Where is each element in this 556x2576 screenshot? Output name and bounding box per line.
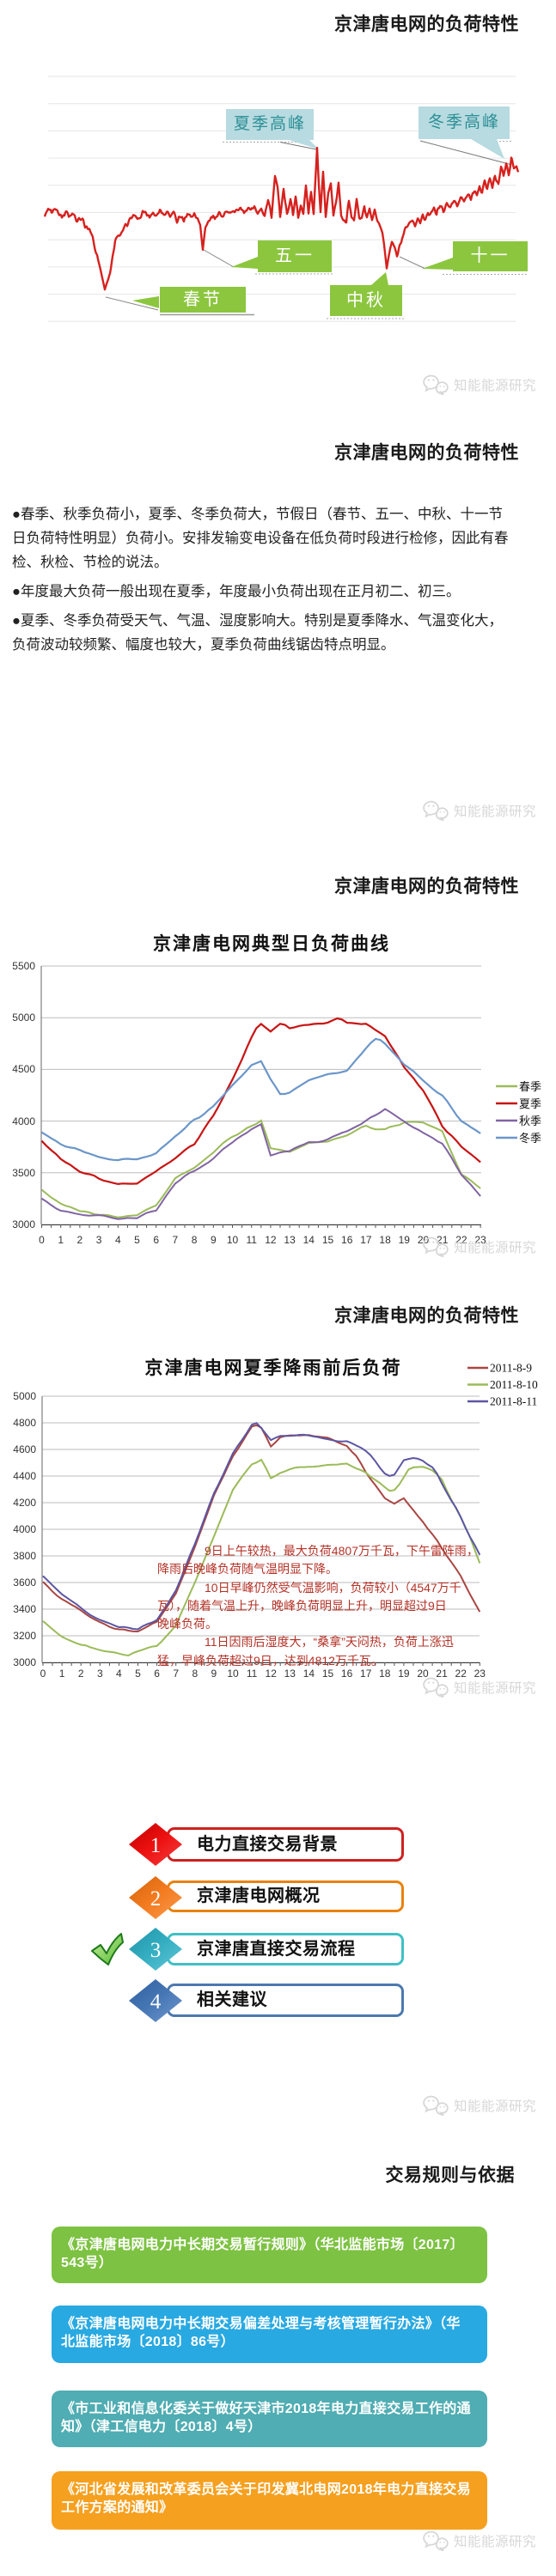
svg-text:0: 0 (40, 1668, 46, 1680)
svg-text:23: 23 (474, 1668, 486, 1680)
svg-text:2: 2 (150, 1887, 162, 1911)
svg-text:3000: 3000 (12, 1218, 35, 1230)
svg-text:2011-8-9: 2011-8-9 (490, 1362, 532, 1375)
svg-text:11: 11 (246, 1234, 257, 1246)
svg-text:7: 7 (173, 1668, 179, 1680)
svg-text:21: 21 (437, 1234, 449, 1246)
svg-text:3000: 3000 (13, 1656, 36, 1668)
svg-text:20: 20 (418, 1234, 430, 1246)
svg-text:6: 6 (154, 1668, 160, 1680)
svg-text:2011-8-11: 2011-8-11 (490, 1395, 537, 1408)
svg-text:2: 2 (77, 1234, 83, 1246)
svg-text:3400: 3400 (13, 1603, 36, 1615)
svg-text:5000: 5000 (13, 1390, 36, 1402)
svg-text:5500: 5500 (12, 960, 35, 972)
svg-text:4000: 4000 (13, 1523, 36, 1535)
svg-text:21: 21 (436, 1668, 448, 1680)
svg-text:京津唐电网典型日负荷曲线: 京津唐电网典型日负荷曲线 (153, 933, 390, 954)
svg-text:15: 15 (322, 1234, 334, 1246)
svg-text:14: 14 (303, 1234, 315, 1246)
svg-text:6: 6 (153, 1234, 159, 1246)
svg-text:5: 5 (134, 1234, 140, 1246)
svg-text:11: 11 (247, 1668, 258, 1680)
svg-text:13: 13 (284, 1234, 296, 1246)
svg-text:18: 18 (379, 1668, 391, 1680)
svg-text:2011-8-10: 2011-8-10 (490, 1378, 538, 1391)
svg-text:8: 8 (192, 1668, 198, 1680)
svg-text:10: 10 (227, 1234, 239, 1246)
svg-text:4: 4 (115, 1234, 121, 1246)
svg-text:17: 17 (360, 1668, 372, 1680)
svg-text:7: 7 (173, 1234, 179, 1246)
svg-text:13: 13 (284, 1668, 296, 1680)
svg-text:4600: 4600 (13, 1443, 36, 1455)
svg-text:17: 17 (360, 1234, 372, 1246)
svg-text:4800: 4800 (13, 1417, 36, 1429)
svg-text:3: 3 (97, 1668, 103, 1680)
svg-text:1: 1 (150, 1834, 162, 1857)
svg-text:4500: 4500 (12, 1063, 35, 1075)
svg-text:8: 8 (192, 1234, 198, 1246)
svg-text:19: 19 (398, 1668, 410, 1680)
svg-text:3500: 3500 (12, 1167, 35, 1179)
svg-text:2: 2 (78, 1668, 84, 1680)
svg-text:15: 15 (322, 1668, 334, 1680)
svg-text:4200: 4200 (13, 1497, 36, 1509)
svg-text:12: 12 (266, 1668, 278, 1680)
svg-text:5: 5 (135, 1668, 141, 1680)
svg-text:3200: 3200 (13, 1630, 36, 1642)
svg-text:5000: 5000 (12, 1012, 35, 1024)
svg-text:22: 22 (455, 1234, 467, 1246)
svg-text:19: 19 (399, 1234, 411, 1246)
svg-text:1: 1 (58, 1234, 64, 1246)
svg-text:秋季: 秋季 (519, 1115, 541, 1127)
svg-text:10: 10 (227, 1668, 239, 1680)
svg-text:1: 1 (59, 1668, 65, 1680)
svg-text:16: 16 (341, 1234, 353, 1246)
svg-text:14: 14 (303, 1668, 315, 1680)
svg-text:4400: 4400 (13, 1470, 36, 1482)
svg-text:18: 18 (379, 1234, 391, 1246)
svg-text:冬季: 冬季 (519, 1132, 541, 1145)
svg-text:3: 3 (150, 1939, 162, 1962)
svg-text:16: 16 (341, 1668, 353, 1680)
svg-text:3800: 3800 (13, 1550, 36, 1562)
svg-text:0: 0 (39, 1234, 45, 1246)
svg-text:夏季: 夏季 (519, 1097, 541, 1110)
svg-text:22: 22 (455, 1668, 467, 1680)
svg-text:9: 9 (211, 1234, 217, 1246)
svg-text:4000: 4000 (12, 1115, 35, 1127)
svg-text:23: 23 (474, 1234, 486, 1246)
svg-text:9: 9 (211, 1668, 217, 1680)
svg-text:春季: 春季 (519, 1080, 541, 1093)
svg-text:4: 4 (150, 1990, 162, 2014)
svg-text:3: 3 (96, 1234, 102, 1246)
svg-text:京津唐电网夏季降雨前后负荷: 京津唐电网夏季降雨前后负荷 (145, 1358, 402, 1378)
svg-text:20: 20 (417, 1668, 429, 1680)
svg-text:4: 4 (116, 1668, 122, 1680)
svg-text:3600: 3600 (13, 1577, 36, 1589)
svg-text:12: 12 (265, 1234, 277, 1246)
